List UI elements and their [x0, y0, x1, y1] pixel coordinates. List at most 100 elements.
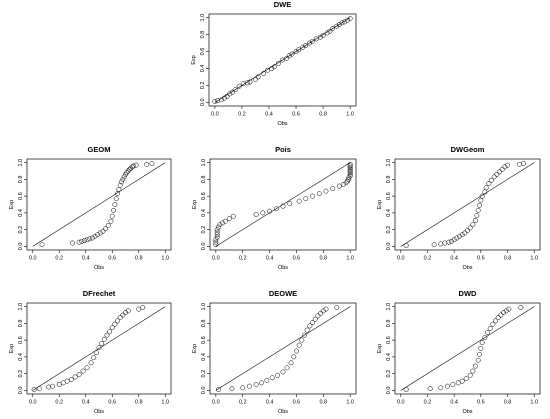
reference-line [32, 162, 166, 247]
data-point [521, 161, 526, 166]
y-tick-label: 0.6 [386, 192, 392, 200]
x-tick-label: 0.8 [135, 256, 143, 262]
x-tick-label: 0.2 [55, 400, 63, 406]
x-tick-label: 0.2 [55, 256, 63, 262]
data-point [284, 55, 290, 61]
data-point [347, 165, 353, 171]
plot-frame [26, 158, 172, 251]
data-point [130, 163, 136, 169]
data-point [46, 384, 52, 390]
data-point [467, 225, 473, 231]
reference-line [215, 162, 351, 247]
data-point [505, 162, 510, 168]
panel-dwgeom: DWGeom 0.0 0.2 0.4 0.6 0.8 1.0 0.0 0.2 0.4 0.6 0.8 1… [377, 145, 541, 271]
data-point [116, 186, 122, 192]
data-point [342, 19, 348, 25]
data-point [109, 325, 115, 331]
data-point [31, 387, 37, 392]
data-point [347, 16, 353, 21]
y-tick-label: 0.0 [386, 243, 392, 251]
data-point [296, 47, 302, 53]
data-point [124, 170, 130, 176]
data-point [275, 372, 281, 378]
y-tick-label: 0.2 [200, 82, 206, 90]
reference-line [215, 306, 351, 391]
data-point [133, 162, 139, 168]
data-point [273, 206, 279, 212]
y-tick-label: 0.6 [18, 336, 24, 344]
data-point [214, 227, 220, 233]
y-tick-label: 0.8 [201, 320, 207, 328]
data-point [117, 182, 123, 188]
y-axis-label: Exp [192, 344, 198, 353]
data-point [284, 365, 290, 371]
data-point [230, 213, 236, 219]
data-point [293, 49, 299, 54]
y-tick-label: 0.8 [18, 320, 24, 328]
y-axis-label: Exp [377, 200, 383, 209]
data-point [140, 305, 146, 310]
data-point [336, 183, 342, 189]
y-tick-label: 0.0 [200, 98, 206, 106]
data-point [431, 242, 437, 248]
panel-title: GEOM [88, 145, 111, 154]
y-tick-label: 0.0 [18, 387, 24, 395]
data-point [307, 323, 313, 329]
data-point [92, 233, 98, 239]
data-point [445, 383, 450, 389]
plot-frame [394, 302, 541, 395]
x-tick-label: 1.0 [161, 400, 169, 406]
data-point [470, 222, 476, 228]
data-point [347, 170, 353, 176]
x-tick-label: 0.0 [397, 256, 405, 262]
data-point [91, 355, 97, 361]
x-tick-label: 0.4 [82, 400, 90, 406]
y-tick-label: 1.0 [201, 303, 207, 311]
y-tick-label: 0.8 [200, 31, 206, 39]
data-point [288, 360, 294, 366]
x-tick-label: 1.0 [530, 400, 538, 406]
data-point [99, 341, 105, 346]
data-point [403, 243, 409, 248]
y-tick-label: 0.4 [201, 209, 207, 217]
data-point [474, 212, 480, 218]
data-point [487, 325, 493, 331]
data-point [267, 208, 273, 214]
data-point [485, 330, 490, 336]
data-point [330, 186, 336, 192]
y-tick-label: 0.6 [201, 336, 207, 344]
data-point [221, 95, 227, 101]
data-point [97, 230, 103, 236]
data-point [478, 346, 484, 351]
data-point [112, 321, 118, 327]
data-point [68, 377, 74, 382]
panel-title: DEOWE [269, 289, 297, 298]
panel-title: DWD [459, 289, 477, 298]
data-point [115, 318, 120, 324]
data-point [307, 40, 312, 46]
data-point [449, 238, 454, 244]
x-tick-label: 0.2 [424, 256, 432, 262]
x-tick-label: 0.4 [266, 400, 274, 406]
reference-line [32, 306, 166, 391]
data-point [247, 79, 253, 85]
data-point [117, 315, 123, 320]
data-point [253, 212, 259, 217]
x-tick-label: 1.0 [530, 256, 538, 262]
y-tick-label: 0.4 [386, 209, 392, 217]
data-point [265, 67, 271, 73]
x-tick-label: 0.8 [135, 400, 143, 406]
data-point [128, 166, 134, 171]
data-point [347, 171, 353, 177]
data-point [310, 320, 316, 325]
data-point [324, 30, 330, 36]
y-tick-label: 0.4 [18, 353, 24, 361]
data-point [347, 166, 353, 172]
data-point [490, 321, 496, 327]
data-point [454, 235, 460, 241]
data-point [259, 380, 264, 386]
data-point [76, 372, 82, 377]
y-tick-label: 0.8 [18, 176, 24, 184]
y-axis-label: Exp [192, 200, 198, 209]
